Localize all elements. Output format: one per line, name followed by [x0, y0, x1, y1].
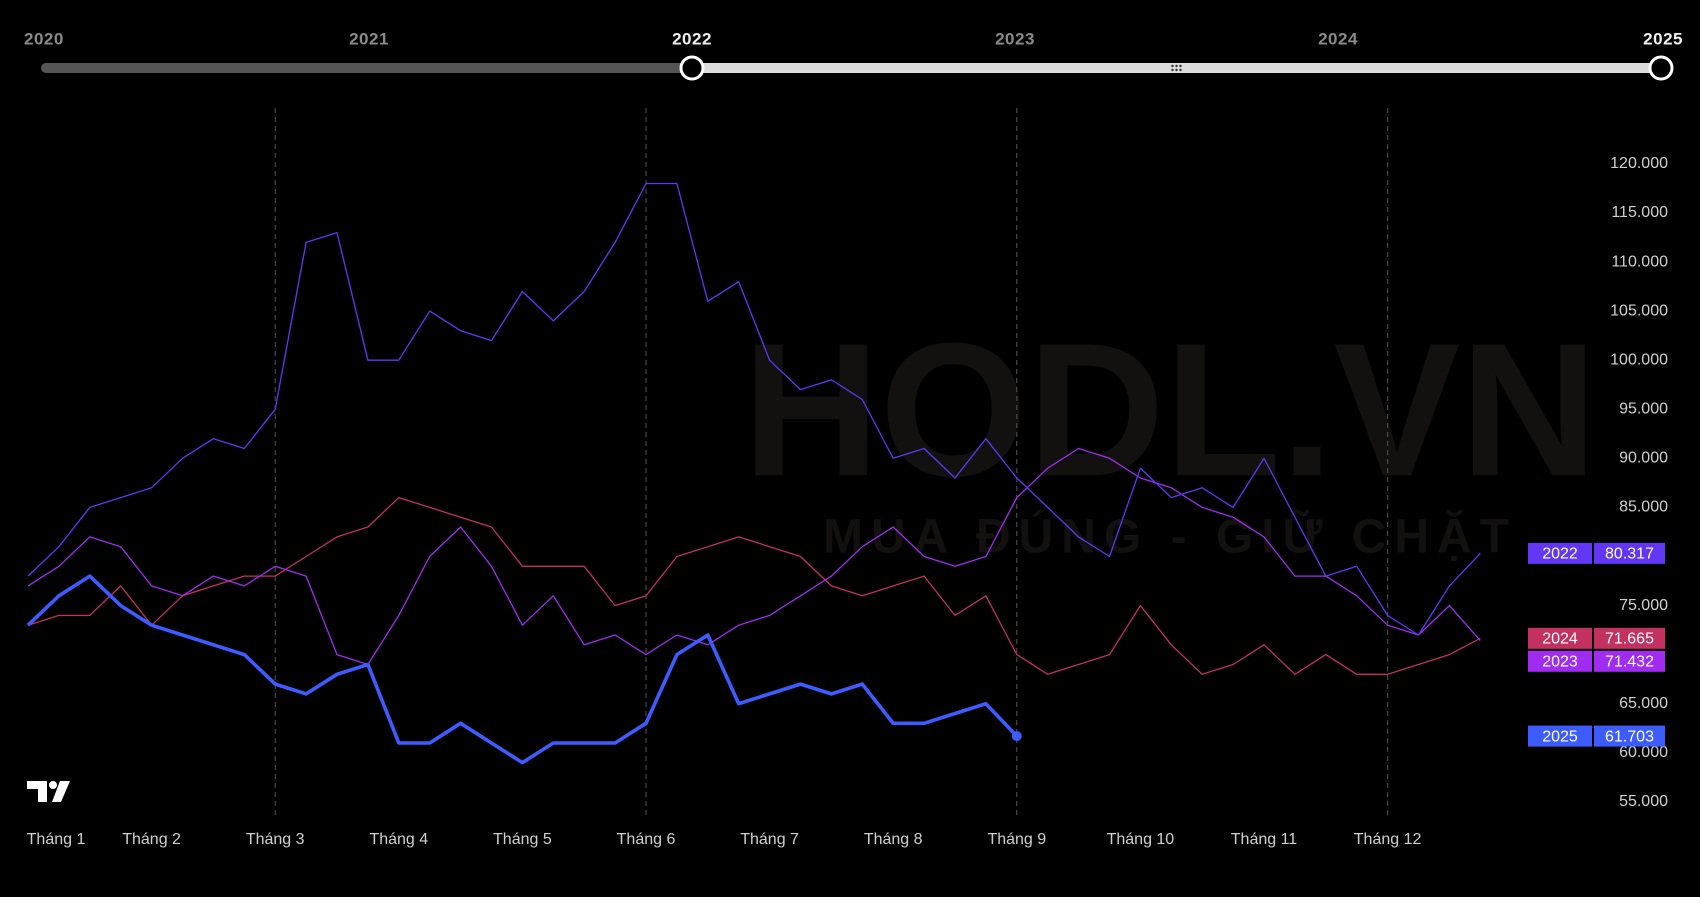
series-line: [27, 182, 1481, 636]
tag-name-bg: [1528, 627, 1592, 649]
x-tick-label: Tháng 6: [617, 831, 676, 848]
tag-value-bg: [1594, 650, 1665, 672]
slider-grip: [1171, 68, 1174, 72]
y-tick-label: 75.000: [1619, 597, 1668, 614]
series-line: [26, 574, 1019, 765]
y-tick-label: 60.000: [1619, 744, 1668, 761]
watermark-title: HODL.VN: [743, 304, 1598, 516]
y-tick-label: 115.000: [1611, 204, 1668, 221]
slider-grip: [1175, 64, 1178, 68]
watermark-subtitle: MUA ĐÚNG - GIỮ CHẶT: [823, 509, 1517, 564]
slider-grip: [1171, 64, 1174, 68]
slider-year: 2020: [24, 29, 64, 48]
tag-name: 2022: [1542, 546, 1578, 563]
tag-value: 61.703: [1605, 728, 1654, 745]
x-tick-label: Tháng 12: [1354, 831, 1422, 848]
tag-name: 2024: [1542, 631, 1578, 648]
slider-year: 2025: [1643, 29, 1683, 48]
x-tick-label: Tháng 1: [27, 831, 86, 848]
y-tick-label: 55.000: [1619, 793, 1668, 810]
series-line: [27, 496, 1481, 675]
slider-year: 2024: [1318, 29, 1358, 48]
y-tick-label: 100.000: [1610, 351, 1668, 368]
tag-value: 71.432: [1605, 654, 1654, 671]
y-tick-label: 120.000: [1610, 155, 1668, 172]
slider-year: 2021: [349, 29, 389, 48]
series-line: [27, 447, 1481, 666]
slider-grip: [1179, 68, 1182, 72]
x-tick-label: Tháng 11: [1231, 831, 1298, 848]
tag-value-bg: [1594, 627, 1665, 649]
slider-handle[interactable]: [679, 55, 705, 81]
x-tick-label: Tháng 9: [987, 831, 1046, 848]
x-tick-label: Tháng 10: [1107, 831, 1175, 848]
tag-value: 80.317: [1605, 546, 1654, 563]
x-tick-label: Tháng 5: [493, 831, 552, 848]
y-tick-label: 65.000: [1619, 695, 1668, 712]
x-tick-label: Tháng 2: [122, 831, 181, 848]
tradingview-logo: [27, 781, 70, 802]
tag-value: 71.665: [1605, 631, 1654, 648]
tag-name-bg: [1528, 650, 1592, 672]
slider-grip: [1179, 64, 1182, 68]
end-dot: [1011, 731, 1022, 742]
tag-name-bg: [1528, 725, 1592, 747]
x-tick-label: Tháng 8: [864, 831, 923, 848]
slider-grip: [1175, 68, 1178, 72]
y-tick-label: 90.000: [1619, 450, 1668, 467]
x-tick-label: Tháng 4: [369, 831, 428, 848]
y-tick-label: 110.000: [1611, 253, 1668, 270]
y-tick-label: 95.000: [1619, 400, 1668, 417]
tag-value-bg: [1594, 725, 1665, 747]
watermark: HODL.VN MUA ĐÚNG - GIỮ CHẶT: [743, 304, 1598, 564]
tag-name-bg: [1528, 542, 1592, 564]
x-tick-label: Tháng 3: [246, 831, 305, 848]
y-tick-label: 85.000: [1619, 499, 1668, 516]
slider-handle[interactable]: [1648, 55, 1674, 81]
slider-year: 2023: [995, 29, 1035, 48]
tag-name: 2025: [1542, 728, 1578, 745]
y-tick-label: 105.000: [1610, 302, 1668, 319]
tag-value-bg: [1594, 542, 1665, 564]
slider-year: 2022: [672, 29, 712, 48]
tag-name: 2023: [1542, 654, 1578, 671]
x-tick-label: Tháng 7: [740, 831, 799, 848]
